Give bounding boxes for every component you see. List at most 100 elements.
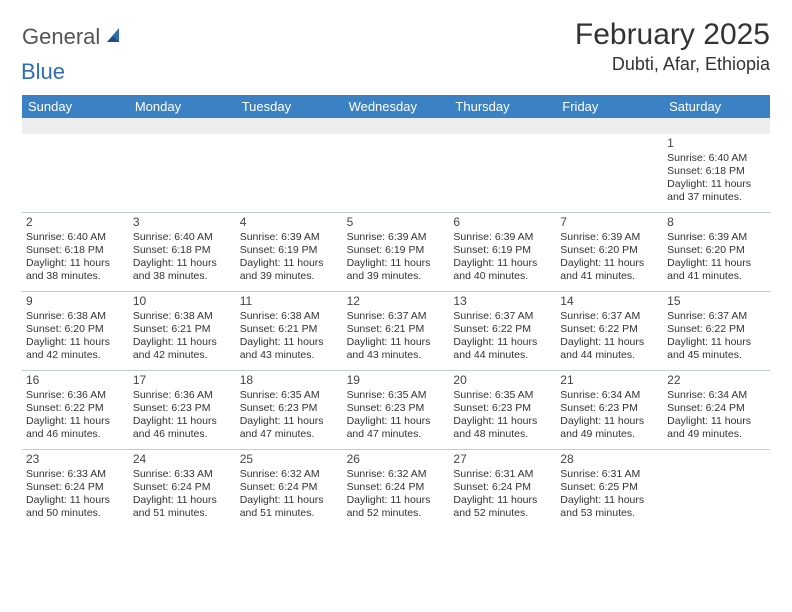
day-cell: 3Sunrise: 6:40 AMSunset: 6:18 PMDaylight… (129, 213, 236, 291)
daylight-text: Daylight: 11 hours (26, 336, 125, 349)
day-number: 22 (667, 373, 766, 388)
sunset-text: Sunset: 6:19 PM (347, 244, 446, 257)
day-number: 15 (667, 294, 766, 309)
sunset-text: Sunset: 6:23 PM (453, 402, 552, 415)
sunset-text: Sunset: 6:18 PM (133, 244, 232, 257)
daylight-text: Daylight: 11 hours (453, 257, 552, 270)
logo: General (22, 24, 127, 50)
day-number: 17 (133, 373, 232, 388)
day-cell: 10Sunrise: 6:38 AMSunset: 6:21 PMDayligh… (129, 292, 236, 370)
sunrise-text: Sunrise: 6:37 AM (453, 310, 552, 323)
day-cell: 22Sunrise: 6:34 AMSunset: 6:24 PMDayligh… (663, 371, 770, 449)
sunrise-text: Sunrise: 6:37 AM (667, 310, 766, 323)
day-cell: 15Sunrise: 6:37 AMSunset: 6:22 PMDayligh… (663, 292, 770, 370)
day-number: 1 (667, 136, 766, 151)
logo-text-general: General (22, 24, 100, 50)
daylight-text: and 52 minutes. (453, 507, 552, 520)
sunrise-text: Sunrise: 6:37 AM (347, 310, 446, 323)
sunset-text: Sunset: 6:20 PM (560, 244, 659, 257)
daylight-text: Daylight: 11 hours (26, 494, 125, 507)
day-cell (663, 450, 770, 528)
sunrise-text: Sunrise: 6:32 AM (347, 468, 446, 481)
day-cell: 11Sunrise: 6:38 AMSunset: 6:21 PMDayligh… (236, 292, 343, 370)
daylight-text: and 48 minutes. (453, 428, 552, 441)
daylight-text: Daylight: 11 hours (26, 257, 125, 270)
sunset-text: Sunset: 6:19 PM (453, 244, 552, 257)
daylight-text: and 52 minutes. (347, 507, 446, 520)
day-cell: 26Sunrise: 6:32 AMSunset: 6:24 PMDayligh… (343, 450, 450, 528)
day-cell: 27Sunrise: 6:31 AMSunset: 6:24 PMDayligh… (449, 450, 556, 528)
sunset-text: Sunset: 6:24 PM (133, 481, 232, 494)
daylight-text: Daylight: 11 hours (667, 336, 766, 349)
day-header: Friday (556, 95, 663, 118)
day-number: 23 (26, 452, 125, 467)
day-cell: 14Sunrise: 6:37 AMSunset: 6:22 PMDayligh… (556, 292, 663, 370)
day-number: 4 (240, 215, 339, 230)
weeks-container: 1 Sunrise: 6:40 AM Sunset: 6:18 PM Daylight… (22, 134, 770, 528)
sunrise-text: Sunrise: 6:37 AM (560, 310, 659, 323)
daylight-text: and 44 minutes. (560, 349, 659, 362)
day-cell: 19Sunrise: 6:35 AMSunset: 6:23 PMDayligh… (343, 371, 450, 449)
header-stripe (22, 118, 770, 134)
month-title: February 2025 (575, 18, 770, 52)
sunrise-text: Sunrise: 6:38 AM (133, 310, 232, 323)
sunrise-text: Sunrise: 6:36 AM (26, 389, 125, 402)
day-cell: 7Sunrise: 6:39 AMSunset: 6:20 PMDaylight… (556, 213, 663, 291)
day-number: 5 (347, 215, 446, 230)
daylight-text: Daylight: 11 hours (347, 336, 446, 349)
sunrise-text: Sunrise: 6:35 AM (347, 389, 446, 402)
day-number: 24 (133, 452, 232, 467)
daylight-text: and 49 minutes. (667, 428, 766, 441)
daylight-text: Daylight: 11 hours (560, 336, 659, 349)
daylight-text: and 37 minutes. (667, 191, 766, 204)
sunrise-text: Sunrise: 6:33 AM (133, 468, 232, 481)
daylight-text: Daylight: 11 hours (560, 257, 659, 270)
day-cell: 25Sunrise: 6:32 AMSunset: 6:24 PMDayligh… (236, 450, 343, 528)
daylight-text: and 41 minutes. (667, 270, 766, 283)
daylight-text: Daylight: 11 hours (133, 494, 232, 507)
sunset-text: Sunset: 6:20 PM (26, 323, 125, 336)
daylight-text: Daylight: 11 hours (133, 336, 232, 349)
day-cell: 20Sunrise: 6:35 AMSunset: 6:23 PMDayligh… (449, 371, 556, 449)
daylight-text: and 47 minutes. (347, 428, 446, 441)
sunset-text: Sunset: 6:20 PM (667, 244, 766, 257)
sunset-text: Sunset: 6:24 PM (240, 481, 339, 494)
day-number: 10 (133, 294, 232, 309)
sunset-text: Sunset: 6:23 PM (133, 402, 232, 415)
daylight-text: and 51 minutes. (133, 507, 232, 520)
location-subtitle: Dubti, Afar, Ethiopia (575, 54, 770, 75)
day-cell: 18Sunrise: 6:35 AMSunset: 6:23 PMDayligh… (236, 371, 343, 449)
sunset-text: Sunset: 6:22 PM (667, 323, 766, 336)
daylight-text: Daylight: 11 hours (560, 415, 659, 428)
day-header: Tuesday (236, 95, 343, 118)
day-number: 16 (26, 373, 125, 388)
day-cell: 1Sunrise: 6:40 AMSunset: 6:18 PMDaylight… (663, 134, 770, 212)
daylight-text: and 42 minutes. (133, 349, 232, 362)
day-number: 28 (560, 452, 659, 467)
sunrise-text: Sunrise: 6:34 AM (560, 389, 659, 402)
daylight-text: and 51 minutes. (240, 507, 339, 520)
week-row: 16Sunrise: 6:36 AMSunset: 6:22 PMDayligh… (22, 370, 770, 449)
day-cell: 2Sunrise: 6:40 AMSunset: 6:18 PMDaylight… (22, 213, 129, 291)
sunset-text: Sunset: 6:23 PM (560, 402, 659, 415)
sunrise-text: Sunrise: 6:32 AM (240, 468, 339, 481)
sunset-text: Sunset: 6:21 PM (133, 323, 232, 336)
daylight-text: Daylight: 11 hours (667, 178, 766, 191)
sunrise-text: Sunrise: 6:39 AM (347, 231, 446, 244)
sunset-text: Sunset: 6:19 PM (240, 244, 339, 257)
sunrise-text: Sunrise: 6:35 AM (240, 389, 339, 402)
day-header: Sunday (22, 95, 129, 118)
sunrise-text: Sunrise: 6:39 AM (453, 231, 552, 244)
sunrise-text: Sunrise: 6:34 AM (667, 389, 766, 402)
sunrise-text: Sunrise: 6:40 AM (26, 231, 125, 244)
daylight-text: Daylight: 11 hours (26, 415, 125, 428)
sunset-text: Sunset: 6:21 PM (347, 323, 446, 336)
daylight-text: and 49 minutes. (560, 428, 659, 441)
daylight-text: Daylight: 11 hours (240, 415, 339, 428)
sunrise-text: Sunrise: 6:36 AM (133, 389, 232, 402)
daylight-text: and 44 minutes. (453, 349, 552, 362)
daylight-text: and 43 minutes. (347, 349, 446, 362)
day-cell: 24Sunrise: 6:33 AMSunset: 6:24 PMDayligh… (129, 450, 236, 528)
day-number: 8 (667, 215, 766, 230)
daylight-text: Daylight: 11 hours (240, 257, 339, 270)
